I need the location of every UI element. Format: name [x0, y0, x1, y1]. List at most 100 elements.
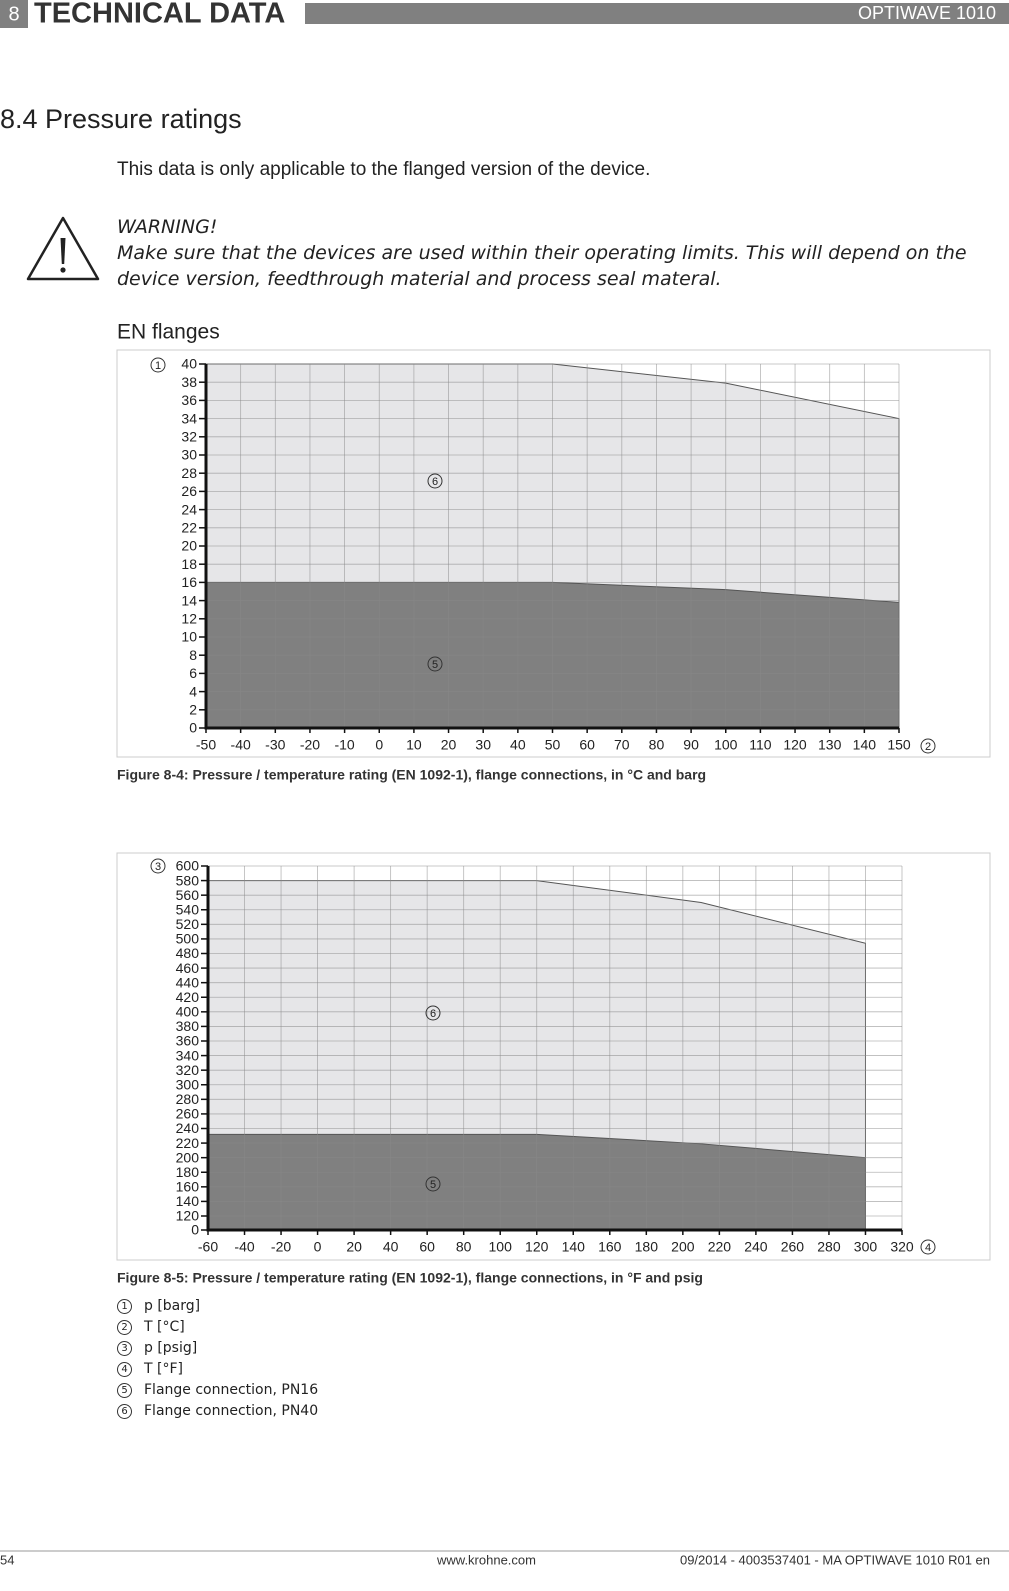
key-text: T [°C] — [144, 1319, 185, 1335]
y-tick-label: 440 — [176, 974, 200, 990]
y-tick-label: 280 — [176, 1091, 200, 1107]
x-tick-label: 260 — [781, 1239, 805, 1255]
x-tick-label: 0 — [314, 1239, 322, 1255]
x-tick-label: 130 — [818, 737, 842, 753]
key-text: Flange connection, PN16 — [144, 1382, 319, 1398]
warning-title: WARNING! — [117, 216, 218, 238]
y-tick-label: 6 — [189, 665, 197, 681]
x-tick-label: -50 — [196, 737, 216, 753]
key-text: p [barg] — [144, 1298, 201, 1314]
product-name: OPTIWAVE 1010 — [858, 3, 996, 23]
x-tick-label: 20 — [346, 1239, 362, 1255]
x-tick-label: 220 — [708, 1239, 732, 1255]
x-tick-label: 90 — [683, 737, 699, 753]
x-tick-label: 120 — [783, 737, 807, 753]
y-tick-label: 580 — [176, 872, 200, 888]
y-tick-label: 34 — [181, 410, 197, 426]
x-tick-label: -30 — [265, 737, 285, 753]
x-axis-marker: 2 — [925, 741, 931, 753]
series-label: 5 — [432, 659, 438, 671]
y-tick-label: 4 — [189, 683, 197, 699]
y-tick-label: 26 — [181, 483, 197, 499]
intro-text: This data is only applicable to the flan… — [117, 159, 650, 180]
y-tick-label: 30 — [181, 447, 197, 463]
figure-key: 1 p [barg] 2 T [°C] 3 p [psig] 4 T [°F] 5 Flange … — [117, 1296, 318, 1422]
key-item: 3 p [psig] — [117, 1338, 318, 1359]
key-item: 2 T [°C] — [117, 1317, 318, 1338]
warning-icon — [26, 216, 100, 281]
x-tick-label: 300 — [854, 1239, 878, 1255]
y-tick-label: 140 — [176, 1193, 200, 1209]
y-tick-label: 220 — [176, 1135, 200, 1151]
y-tick-label: 240 — [176, 1120, 200, 1136]
x-tick-label: 240 — [744, 1239, 768, 1255]
x-tick-label: 70 — [614, 737, 630, 753]
x-tick-label: 0 — [375, 737, 383, 753]
warning-text: Make sure that the devices are used with… — [117, 242, 967, 290]
figure-caption: Figure 8-4: Pressure / temperature ratin… — [117, 767, 706, 783]
key-marker: 1 — [117, 1299, 132, 1314]
series-label-circle — [427, 473, 443, 489]
x-tick-label: -40 — [231, 737, 251, 753]
key-marker: 4 — [117, 1362, 132, 1377]
key-item: 5 Flange connection, PN16 — [117, 1380, 318, 1401]
y-tick-label: 2 — [189, 702, 197, 718]
x-tick-label: 100 — [489, 1239, 513, 1255]
y-tick-label: 36 — [181, 392, 197, 408]
x-tick-label: 40 — [383, 1239, 399, 1255]
y-tick-label: 10 — [181, 629, 197, 645]
y-tick-label: 560 — [176, 887, 200, 903]
x-tick-label: 60 — [579, 737, 595, 753]
series-label-circle — [425, 1005, 441, 1021]
x-tick-label: 80 — [456, 1239, 472, 1255]
y-tick-label: 320 — [176, 1062, 200, 1078]
x-tick-label: 200 — [671, 1239, 695, 1255]
y-tick-label: 540 — [176, 901, 200, 917]
x-tick-label: 180 — [635, 1239, 659, 1255]
x-tick-label: 120 — [525, 1239, 549, 1255]
subheading: EN flanges — [117, 321, 220, 344]
y-tick-label: 40 — [181, 356, 197, 372]
x-tick-label: 110 — [749, 737, 772, 753]
y-tick-label: 520 — [176, 916, 200, 932]
x-tick-label: 20 — [441, 737, 457, 753]
y-tick-label: 24 — [181, 501, 197, 517]
y-tick-label: 200 — [176, 1149, 200, 1165]
footer-document: 09/2014 - 4003537401 - MA OPTIWAVE 1010 … — [680, 1552, 990, 1567]
y-tick-label: 340 — [176, 1047, 200, 1063]
x-axis-marker-circle — [920, 738, 936, 754]
key-item: 1 p [barg] — [117, 1296, 318, 1317]
x-tick-label: 30 — [475, 737, 491, 753]
y-tick-label: 500 — [176, 931, 200, 947]
x-tick-label: 160 — [598, 1239, 622, 1255]
x-tick-label: 140 — [853, 737, 877, 753]
x-tick-label: 60 — [419, 1239, 435, 1255]
footer-url: www.krohne.com — [436, 1552, 536, 1567]
y-axis-marker-circle — [150, 858, 166, 874]
x-tick-label: 50 — [545, 737, 561, 753]
y-tick-label: 600 — [176, 858, 200, 874]
y-axis-marker-circle — [150, 357, 166, 373]
x-tick-label: 10 — [406, 737, 422, 753]
series-label: 6 — [430, 1008, 436, 1020]
section-heading: 8.4 Pressure ratings — [0, 104, 242, 134]
x-tick-label: 280 — [817, 1239, 841, 1255]
series-label: 5 — [430, 1179, 436, 1191]
section-title: TECHNICAL DATA — [34, 0, 285, 30]
x-tick-label: 140 — [562, 1239, 586, 1255]
y-tick-label: 18 — [181, 556, 197, 572]
section-number-box — [0, 0, 28, 28]
y-tick-label: 380 — [176, 1018, 200, 1034]
x-tick-label: 150 — [887, 737, 911, 753]
key-text: Flange connection, PN40 — [144, 1403, 319, 1419]
y-tick-label: 32 — [181, 429, 197, 445]
warning: WARNING! Make sure that the devices are … — [117, 214, 997, 292]
y-tick-label: 0 — [191, 1222, 199, 1238]
section-number: 8 — [8, 3, 19, 25]
y-axis-marker: 1 — [155, 360, 161, 372]
x-tick-label: -20 — [300, 737, 320, 753]
page-number: 54 — [0, 1552, 14, 1567]
x-axis-marker: 4 — [925, 1242, 931, 1254]
y-tick-label: 12 — [181, 611, 197, 627]
